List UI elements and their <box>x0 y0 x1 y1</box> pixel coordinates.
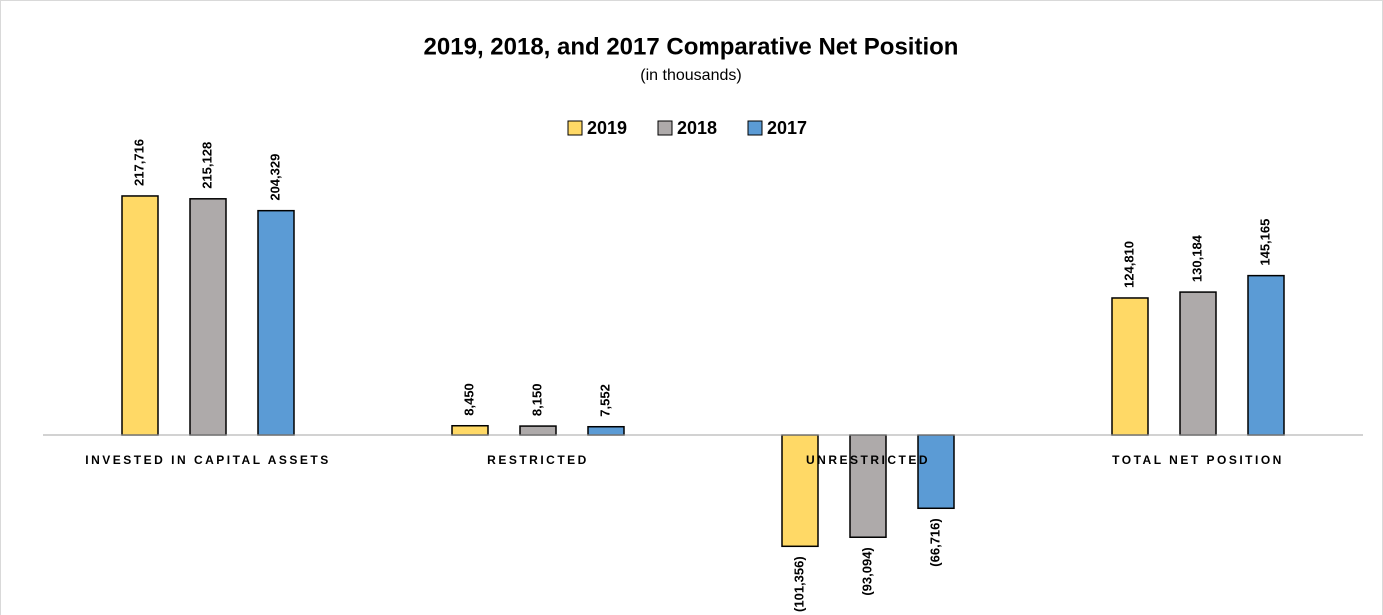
bar <box>849 434 887 538</box>
legend-swatch <box>657 120 673 136</box>
value-label: (101,356) <box>791 556 806 612</box>
bar <box>587 425 625 436</box>
legend-label: 2017 <box>767 118 807 138</box>
value-label: (93,094) <box>859 547 874 595</box>
value-label: 7,552 <box>597 384 612 417</box>
bar <box>257 209 295 436</box>
x-tick-label: INVESTED IN CAPITAL ASSETS <box>85 453 330 467</box>
bar <box>519 425 557 436</box>
value-label: 145,165 <box>1257 219 1272 266</box>
legend-label: 2019 <box>587 118 627 138</box>
bar <box>189 198 227 436</box>
bar <box>1111 297 1149 436</box>
bar <box>121 195 159 436</box>
bar <box>917 434 955 510</box>
legend-swatch <box>567 120 583 136</box>
x-tick-label: RESTRICTED <box>487 453 589 467</box>
value-label: 204,329 <box>267 154 282 201</box>
value-label: 8,450 <box>461 383 476 416</box>
value-label: 124,810 <box>1121 241 1136 288</box>
x-tick-label: UNRESTRICTED <box>806 453 930 467</box>
legend-label: 2018 <box>677 118 717 138</box>
value-label: (66,716) <box>927 518 942 566</box>
value-label: 215,128 <box>199 142 214 189</box>
chart-title: 2019, 2018, and 2017 Comparative Net Pos… <box>424 33 959 60</box>
chart-subtitle: (in thousands) <box>640 67 741 84</box>
bar <box>451 424 489 436</box>
bar <box>1247 274 1285 436</box>
bar <box>1179 291 1217 436</box>
value-label: 217,716 <box>131 139 146 186</box>
bar <box>781 434 819 548</box>
legend-swatch <box>747 120 763 136</box>
value-label: 130,184 <box>1189 234 1204 282</box>
x-tick-label: TOTAL NET POSITION <box>1112 453 1284 467</box>
value-label: 8,150 <box>529 384 544 417</box>
